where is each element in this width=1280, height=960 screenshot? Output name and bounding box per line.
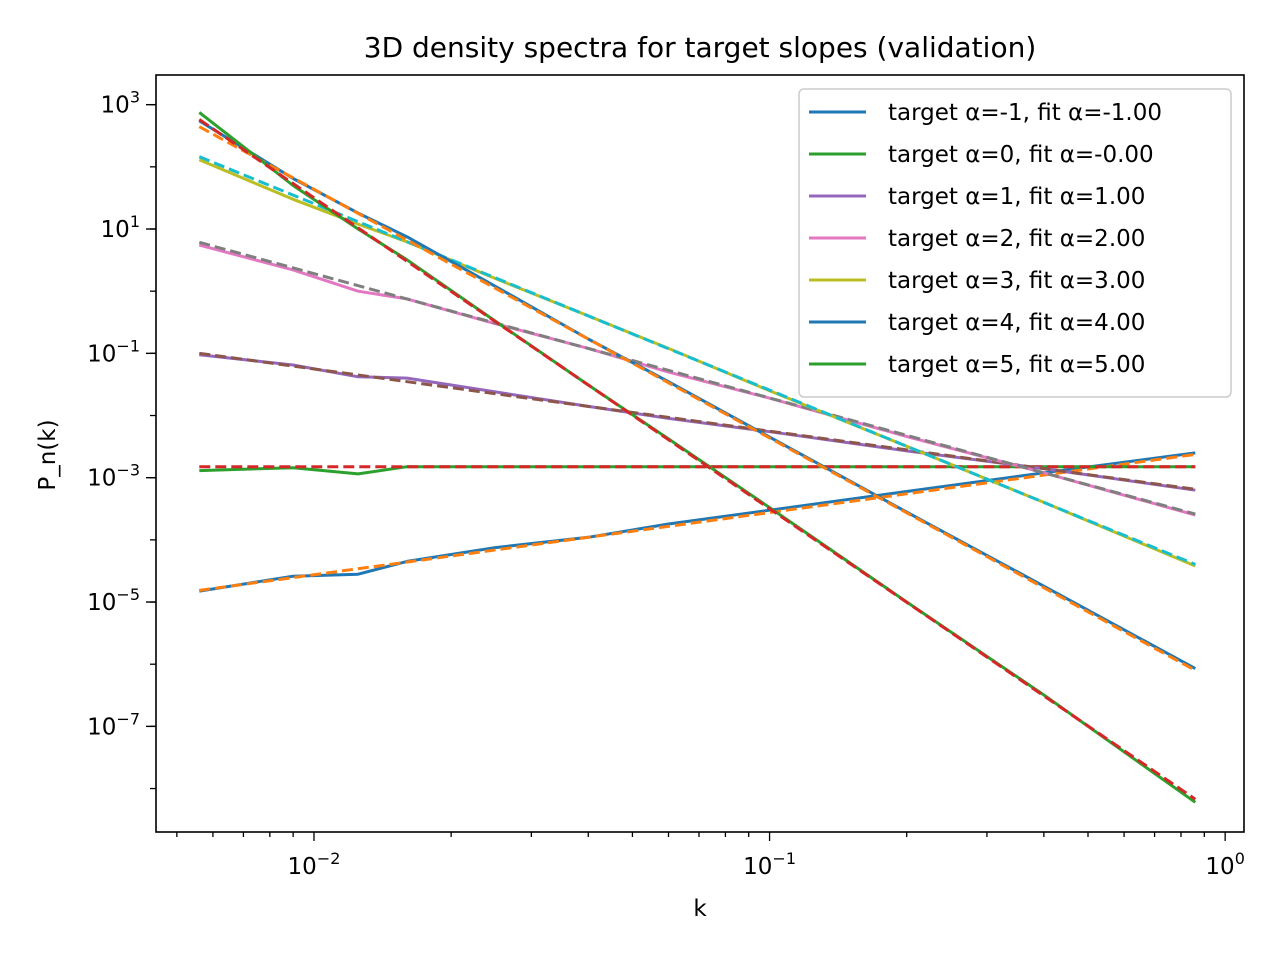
fit-line-5: [198, 155, 1196, 566]
plot-frame: [155, 74, 1245, 833]
y-tick-label: 10−7: [87, 709, 140, 740]
y-tick-label: 10−5: [87, 585, 140, 616]
fit-line-7: [198, 118, 1197, 801]
legend-label: target α=1, fit α=1.00: [888, 184, 1145, 210]
legend-label: target α=2, fit α=2.00: [888, 226, 1145, 252]
y-tick-label: 103: [101, 88, 140, 119]
fit-line-1: [199, 452, 1196, 592]
x-tick-label: 10−2: [288, 849, 341, 880]
fit-line-4: [198, 240, 1196, 516]
fit-line-3: [199, 351, 1196, 491]
y-tick-label: 10−3: [87, 461, 140, 492]
y-axis-label: P_n(k): [35, 419, 61, 490]
legend-label: target α=5, fit α=5.00: [888, 352, 1145, 378]
y-tick-label: 101: [101, 212, 140, 243]
plot-lines: [198, 111, 1197, 804]
legend-label: target α=4, fit α=4.00: [888, 310, 1145, 336]
legend-label: target α=0, fit α=-0.00: [888, 142, 1154, 168]
legend: target α=-1, fit α=-1.00 target α=0, fit …: [798, 88, 1232, 398]
y-axis: 103 101 10−1 10−3 10−5 10−7: [87, 88, 156, 790]
legend-label: target α=3, fit α=3.00: [888, 268, 1145, 294]
legend-box: [798, 88, 1232, 398]
x-axis-label: k: [693, 896, 707, 922]
legend-label: target α=-1, fit α=-1.00: [888, 100, 1162, 126]
y-tick-label: 10−1: [87, 336, 140, 367]
fit-line-6: [198, 125, 1197, 672]
x-tick-label: 10−1: [743, 849, 796, 880]
chart-title: 3D density spectra for target slopes (va…: [364, 31, 1037, 64]
x-axis: 10−2 10−1 100: [176, 832, 1245, 880]
x-tick-label: 100: [1205, 849, 1244, 880]
